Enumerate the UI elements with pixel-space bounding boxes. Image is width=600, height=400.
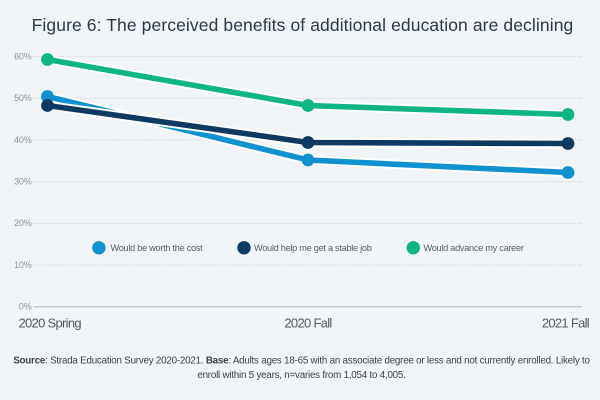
svg-text:Source: Strada Education Surve: Source: Strada Education Survey 2020-202… — [13, 356, 590, 367]
svg-text:30%: 30% — [14, 177, 32, 187]
svg-text:40%: 40% — [14, 135, 32, 145]
svg-text:10%: 10% — [14, 260, 32, 270]
svg-text:50%: 50% — [14, 93, 32, 103]
svg-text:0%: 0% — [19, 302, 32, 312]
svg-text:Would help me get a stable job: Would help me get a stable job — [254, 243, 372, 253]
svg-text:Would advance my career: Would advance my career — [424, 243, 524, 253]
svg-text:Figure 6: The perceived benefi: Figure 6: The perceived benefits of addi… — [32, 15, 574, 35]
svg-text:2020 Spring: 2020 Spring — [19, 316, 82, 331]
svg-text:20%: 20% — [14, 218, 32, 228]
svg-text:enroll within 5 years, n=varie: enroll within 5 years, n=varies from 1,0… — [197, 370, 405, 381]
svg-text:2021 Fall: 2021 Fall — [542, 316, 590, 331]
svg-text:60%: 60% — [14, 51, 32, 61]
svg-text:Would be worth the cost: Would be worth the cost — [111, 243, 204, 253]
svg-text:2020 Fall: 2020 Fall — [284, 316, 332, 331]
